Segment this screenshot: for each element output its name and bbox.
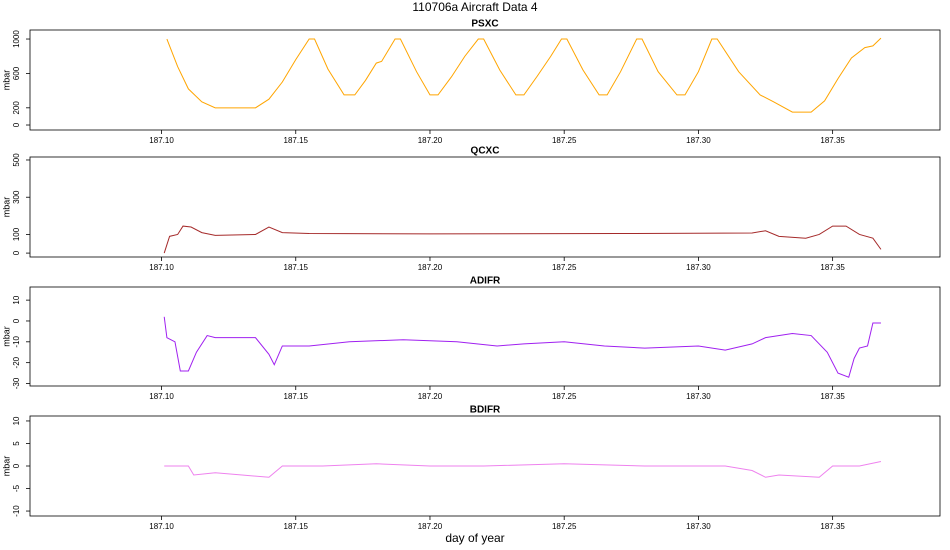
x-tick-label: 187.15 <box>284 522 309 531</box>
data-line <box>164 461 882 478</box>
y-axis-label: mbar <box>1 456 11 477</box>
y-tick-label: 200 <box>12 101 21 115</box>
page-title: 110706a Aircraft Data 4 <box>412 0 538 14</box>
panel: PSXC mbar 0 200 600 1000 187.10 187.15 187.20 187… <box>1 19 941 145</box>
y-tick-label: -30 <box>12 377 21 389</box>
y-tick-label: -20 <box>12 356 21 368</box>
x-tick-label: 187.20 <box>418 263 443 272</box>
x-tick-label: 187.25 <box>552 136 577 145</box>
y-tick-label: 10 <box>12 295 21 304</box>
y-tick-label: -10 <box>12 505 21 517</box>
y-tick-label: 0 <box>12 318 21 323</box>
x-tick-label: 187.35 <box>820 522 845 531</box>
x-tick-label: 187.15 <box>284 263 309 272</box>
panel-title: PSXC <box>471 19 498 30</box>
y-tick-label: 0 <box>12 122 21 127</box>
x-tick-label: 187.10 <box>149 263 174 272</box>
plot-frame <box>29 286 941 387</box>
y-axis-label: mbar <box>1 326 11 347</box>
y-tick-label: 600 <box>12 66 21 80</box>
x-tick-label: 187.15 <box>284 392 309 401</box>
y-axis-label: mbar <box>1 197 11 218</box>
x-tick-label: 187.20 <box>418 392 443 401</box>
panel: BDIFR mbar 10 5 0 -5 -10 187.10 187.15 187.20 187.… <box>1 405 941 531</box>
x-tick-label: 187.30 <box>686 263 711 272</box>
y-tick-label: -5 <box>12 484 21 492</box>
panel-title: QCXC <box>471 146 500 157</box>
data-line <box>163 316 881 378</box>
plot-frame <box>29 156 941 258</box>
y-tick-label: 0 <box>12 250 21 255</box>
y-axis-label: mbar <box>1 70 11 91</box>
x-tick-label: 187.10 <box>149 136 174 145</box>
panel-title: ADIFR <box>470 276 501 287</box>
y-tick-label: 5 <box>12 441 21 446</box>
y-tick-label: 0 <box>12 463 21 468</box>
x-tick-label: 187.25 <box>552 263 577 272</box>
x-tick-label: 187.25 <box>552 392 577 401</box>
panel-title: BDIFR <box>470 405 501 416</box>
x-tick-label: 187.35 <box>820 392 845 401</box>
data-line <box>166 37 882 113</box>
x-tick-label: 187.35 <box>820 263 845 272</box>
x-tick-label: 187.20 <box>418 522 443 531</box>
y-tick-label: 100 <box>12 227 21 241</box>
x-tick-label: 187.25 <box>552 522 577 531</box>
x-tick-label: 187.35 <box>820 136 845 145</box>
x-tick-label: 187.15 <box>284 136 309 145</box>
panel: ADIFR mbar 10 0 -10 -20 -30 187.10 187.15 187.20 1… <box>1 276 941 401</box>
y-tick-label: 1000 <box>12 30 21 48</box>
x-tick-label: 187.30 <box>686 522 711 531</box>
plot-frame <box>29 29 941 131</box>
x-tick-label: 187.30 <box>686 392 711 401</box>
x-tick-label: 187.30 <box>686 136 711 145</box>
y-tick-label: -10 <box>12 335 21 347</box>
x-tick-label: 187.10 <box>149 392 174 401</box>
y-tick-label: 300 <box>12 190 21 204</box>
panel: QCXC mbar 0 100 300 500 187.10 187.15 187.20 187.… <box>1 146 941 272</box>
data-line <box>163 225 882 254</box>
x-tick-label: 187.10 <box>149 522 174 531</box>
x-tick-label: 187.20 <box>418 136 443 145</box>
x-axis-label: day of year <box>445 531 504 545</box>
y-tick-label: 10 <box>12 416 21 425</box>
y-tick-label: 500 <box>12 153 21 167</box>
